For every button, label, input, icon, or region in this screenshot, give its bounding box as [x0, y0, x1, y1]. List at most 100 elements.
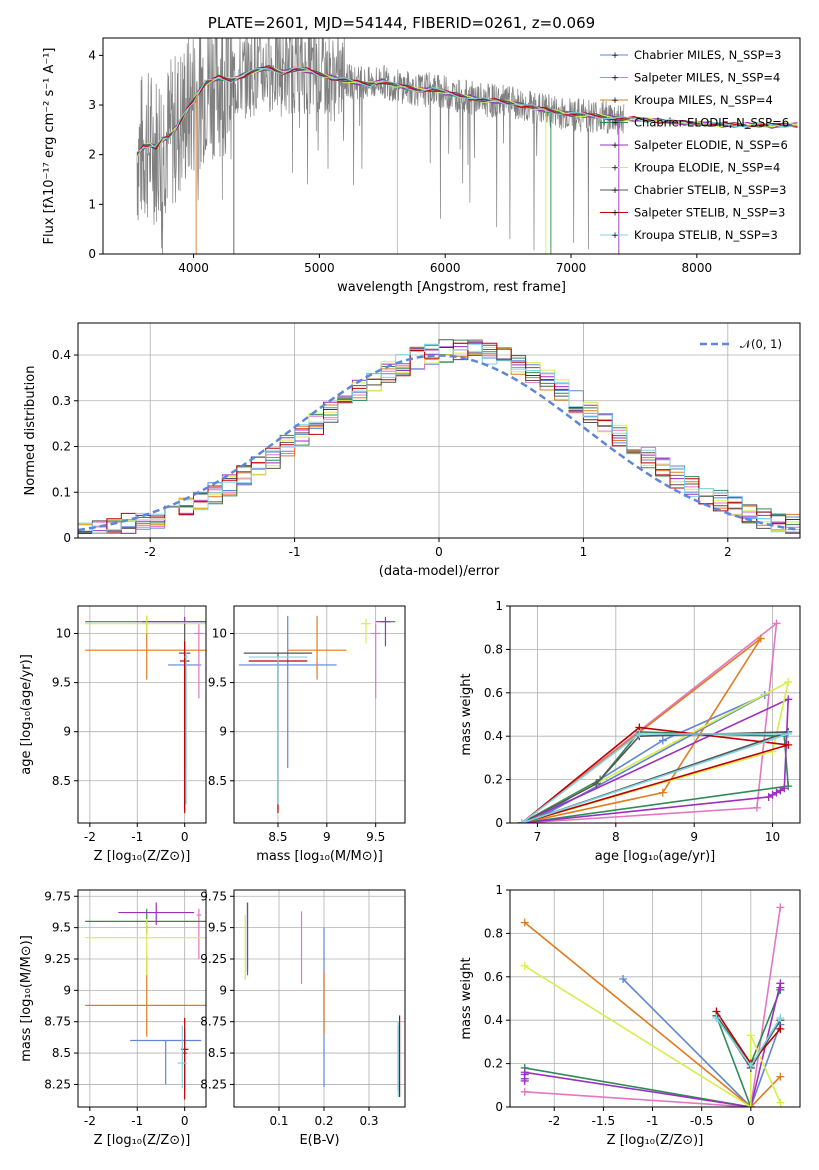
- y-tick-label: 8.25: [44, 1077, 71, 1091]
- data-point-marker: [658, 736, 667, 745]
- x-axis-label: Z [log₁₀(Z/Z⊙)]: [607, 1133, 704, 1148]
- x-axis-label: E(B-V): [299, 1133, 339, 1148]
- y-tick-label: 0: [63, 531, 71, 545]
- data-point-marker: [784, 677, 793, 686]
- x-axis-label: mass [log₁₀(M/M⊙)]: [256, 849, 383, 864]
- legend-label: 𝒩(0, 1): [740, 337, 782, 351]
- mass-weight-line: [521, 637, 762, 823]
- y-tick-label: 0: [495, 816, 503, 830]
- y-tick-label: 8.25: [200, 1077, 227, 1091]
- legend-label: Chabrier MILES, N_SSP=3: [634, 48, 781, 62]
- x-tick-label: 0: [435, 545, 443, 559]
- x-tick-label: 8000: [682, 261, 713, 275]
- weight_vs_Z-plot-area: [510, 890, 800, 1107]
- x-axis-label: Z [log₁₀(Z/Z⊙)]: [94, 849, 191, 864]
- data-point-marker: [746, 1031, 755, 1040]
- y-tick-label: 2: [88, 148, 96, 162]
- data-point-marker: [517, 819, 526, 823]
- data-point-marker: [746, 1103, 755, 1107]
- legend-marker: +: [611, 186, 619, 196]
- gaussian-curve: [78, 354, 800, 532]
- data-point-marker: [776, 1024, 785, 1033]
- data-point-marker: [520, 1087, 529, 1096]
- legend-marker: +: [611, 51, 619, 61]
- y-tick-label: 0.6: [484, 686, 503, 700]
- x-tick-label: 1: [580, 545, 588, 559]
- y-tick-label: 8.5: [52, 774, 71, 788]
- y-tick-label: 1: [495, 883, 503, 897]
- axes-frame: [509, 889, 801, 1108]
- data-point-marker: [756, 634, 765, 643]
- y-tick-label: 0.4: [52, 348, 71, 362]
- x-tick-label: 7000: [556, 261, 587, 275]
- x-tick-label: 4000: [178, 261, 209, 275]
- mass-weight-line: [715, 1011, 781, 1065]
- y-tick-label: 0: [495, 1100, 503, 1114]
- y-tick-label: 8.5: [208, 774, 227, 788]
- x-tick-label: -2: [144, 545, 156, 559]
- y-tick-label: 0.1: [52, 485, 71, 499]
- mass-weight-line: [521, 680, 790, 823]
- legend-label: Kroupa ELODIE, N_SSP=4: [634, 161, 780, 175]
- y-axis-label: mass weight: [459, 957, 474, 1039]
- axes-frame: [509, 605, 801, 824]
- y-axis-label: Normed distribution: [23, 366, 38, 496]
- legend-marker: +: [611, 231, 619, 241]
- y-tick-label: 0.2: [484, 1057, 503, 1071]
- data-point-marker: [635, 730, 644, 739]
- legend-label: Salpeter STELIB, N_SSP=3: [634, 206, 785, 220]
- x-tick-label: 5000: [304, 261, 335, 275]
- x-tick-label: 0: [181, 830, 189, 844]
- y-tick-label: 9.75: [200, 889, 227, 903]
- x-tick-label: -1: [131, 1114, 143, 1128]
- model-fit-line: [136, 66, 798, 153]
- y-tick-label: 1: [88, 197, 96, 211]
- x-tick-label: -2: [548, 1114, 560, 1128]
- y-tick-label: 8.75: [200, 1015, 227, 1029]
- y-tick-label: 9.5: [52, 921, 71, 935]
- legend-marker: +: [611, 141, 619, 151]
- y-tick-label: 9: [63, 725, 71, 739]
- data-point-marker: [520, 1068, 529, 1077]
- x-tick-label: 9.5: [366, 830, 385, 844]
- mass_vs_ebv-plot-area: [234, 890, 405, 1107]
- y-tick-label: 9: [63, 983, 71, 997]
- data-point-marker: [592, 779, 601, 788]
- x-tick-label: -1: [131, 830, 143, 844]
- data-point-marker: [784, 740, 793, 749]
- y-axis-label: mass weight: [459, 673, 474, 755]
- chart-title: PLATE=2601, MJD=54144, FIBERID=0261, z=0…: [208, 14, 595, 32]
- y-tick-label: 0.6: [484, 970, 503, 984]
- y-tick-label: 9.5: [208, 921, 227, 935]
- y-tick-label: 10: [212, 626, 227, 640]
- x-tick-label: 0.2: [314, 1114, 333, 1128]
- mass-weight-line: [622, 978, 782, 1107]
- x-tick-label: -1: [289, 545, 301, 559]
- axes-frame: [233, 605, 406, 824]
- x-tick-label: -1.5: [592, 1114, 615, 1128]
- legend-marker: +: [611, 119, 619, 129]
- x-axis-label: Z [log₁₀(Z/Z⊙)]: [94, 1133, 191, 1148]
- y-axis-label: age [log₁₀(age/yr)]: [19, 654, 34, 775]
- legend-label: Salpeter MILES, N_SSP=4: [634, 71, 780, 85]
- legend-label: Kroupa MILES, N_SSP=4: [634, 93, 773, 107]
- y-tick-label: 9.5: [52, 676, 71, 690]
- x-tick-label: 9: [690, 830, 698, 844]
- y-tick-label: 0: [88, 247, 96, 261]
- y-axis-label: Flux [fλ10⁻¹⁷ erg cm⁻² s⁻¹ A⁻¹]: [42, 48, 57, 245]
- x-tick-label: 7: [534, 830, 542, 844]
- axes-frame: [77, 605, 207, 824]
- y-tick-label: 0.2: [484, 773, 503, 787]
- mass_vs_Z-plot-area: [78, 890, 206, 1107]
- x-tick-label: -2: [84, 1114, 96, 1128]
- y-tick-label: 0.3: [52, 394, 71, 408]
- x-tick-label: -1: [647, 1114, 659, 1128]
- x-tick-label: 6000: [430, 261, 461, 275]
- y-tick-label: 0.2: [52, 440, 71, 454]
- spectrum-plot-area: [136, 38, 798, 254]
- y-tick-label: 0.4: [484, 1013, 503, 1027]
- y-tick-label: 9: [219, 983, 227, 997]
- legend-marker: +: [611, 74, 619, 84]
- weight_vs_age-plot-area: [510, 606, 800, 823]
- x-axis-label: (data-model)/error: [379, 564, 500, 579]
